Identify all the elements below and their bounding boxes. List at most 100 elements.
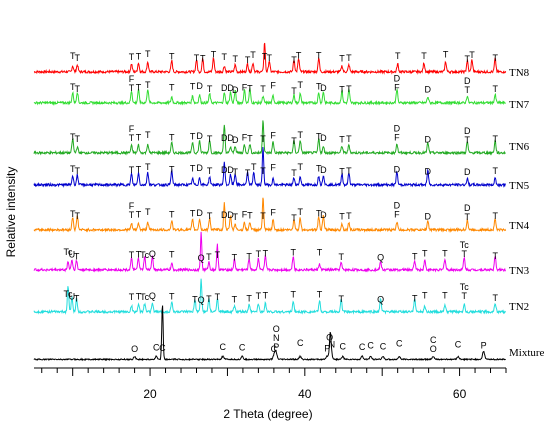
peak-mark: T (260, 84, 266, 94)
peak-mark: T (136, 52, 142, 62)
peak-mark: D (425, 135, 432, 145)
peak-mark-group: T T T T T T T T T T T T T T T T T T T T T T T T T TT T TFT T T T D T D DD F… (64, 49, 499, 354)
peak-mark: P (324, 344, 330, 354)
peak-mark: T (297, 130, 303, 140)
peak-mark: T (469, 50, 475, 60)
peak-mark: D (394, 201, 401, 211)
peak-mark: T (169, 209, 175, 219)
peak-mark: T (136, 133, 142, 143)
x-tick-label: 60 (453, 387, 467, 401)
peak-mark: T (215, 250, 221, 260)
peak-mark: D (221, 133, 228, 143)
peak-mark: Tc (64, 289, 74, 299)
peak-mark: O (430, 344, 437, 354)
peak-mark: F (129, 124, 135, 134)
trace-tn7 (33, 87, 507, 106)
peak-mark: Tc (64, 247, 74, 257)
peak-mark: T (442, 290, 448, 300)
peak-mark: T (70, 51, 76, 61)
peak-mark: T (206, 252, 212, 262)
peak-mark: T (145, 130, 151, 140)
peak-mark: O (273, 324, 280, 334)
peak-mark: D (221, 165, 228, 175)
peak-mark: T (250, 50, 256, 60)
x-axis-label: 2 Theta (degree) (223, 407, 312, 421)
peak-mark: T (247, 211, 253, 221)
peak-mark: F (129, 74, 135, 84)
peak-mark: D (196, 163, 203, 173)
peak-mark: T (291, 168, 297, 178)
peak-mark: T (245, 55, 251, 65)
peak-mark: T (492, 53, 498, 63)
peak-mark: T (74, 252, 80, 262)
peak-mark: D (227, 165, 234, 175)
peak-mark: T (247, 84, 253, 94)
peak-mark: T (75, 166, 81, 176)
series-label-tn6: TN6 (509, 141, 530, 153)
peak-mark: F (394, 83, 400, 93)
peak-mark: D (227, 83, 234, 93)
peak-mark: T (492, 84, 498, 94)
peak-mark: T (317, 290, 323, 300)
peak-mark: Tc (460, 282, 470, 292)
peak-mark: T (256, 249, 262, 259)
peak-mark: T (291, 136, 297, 146)
peak-mark: Q (377, 252, 384, 262)
peak-mark: F (270, 208, 276, 218)
peak-mark: T (251, 162, 257, 172)
peak-mark: T (316, 50, 322, 60)
peak-mark: T (232, 253, 238, 263)
peak-mark: D (221, 210, 228, 220)
peak-mark: T (412, 252, 418, 262)
peak-mark: T (465, 135, 471, 145)
series-label-group: TN8 TN7 TN6 TN5 TN4 TN3 TN2 Mixture (509, 67, 545, 359)
peak-mark: T (338, 252, 344, 262)
peak-mark: F (394, 133, 400, 143)
peak-mark: T (136, 210, 142, 220)
series-label-mixture: Mixture (509, 347, 545, 359)
peak-mark: F (129, 201, 135, 211)
peak-mark: T (492, 251, 498, 261)
peak-mark: O (326, 333, 333, 343)
y-axis-label: Relative intensity (4, 167, 18, 258)
peak-mark: T (291, 55, 297, 65)
peak-mark: T (136, 83, 142, 93)
series-label-tn7: TN7 (509, 99, 530, 111)
peak-mark: T (317, 248, 323, 258)
peak-mark: Tc (140, 250, 150, 260)
series-label-tn8: TN8 (509, 67, 530, 79)
peak-mark: T (291, 86, 297, 96)
peak-mark: F (270, 163, 276, 173)
peak-mark: T (297, 80, 303, 90)
peak-mark: T (207, 84, 213, 94)
peak-mark: T (338, 294, 344, 304)
peak-mark: T (190, 209, 196, 219)
peak-mark: T (339, 53, 345, 63)
trace-tn2 (33, 278, 506, 315)
peak-mark: D (320, 210, 327, 220)
peak-mark: D (425, 212, 432, 222)
peak-mark: T (492, 134, 498, 144)
peak-mark: T (395, 51, 401, 61)
peak-mark: F (270, 81, 276, 91)
peak-mark: Q (377, 294, 384, 304)
peak-mark: C (339, 342, 346, 352)
peak-mark: D (232, 85, 239, 95)
trace-tn6 (33, 120, 506, 156)
peak-mark: U (69, 292, 76, 302)
peak-mark: T (316, 163, 322, 173)
peak-mark: T (465, 85, 471, 95)
peak-mark: T (169, 51, 175, 61)
peak-mark: T (256, 291, 262, 301)
peak-mark: T (215, 292, 221, 302)
peak-mark: D (320, 133, 327, 143)
peak-mark: T (263, 291, 269, 301)
series-label-tn5: TN5 (509, 180, 530, 192)
peak-mark: T (232, 295, 238, 305)
peak-mark: C (153, 342, 160, 352)
trace-tn4 (33, 197, 507, 233)
peak-mark: T (263, 249, 269, 259)
peak-mark: D (196, 81, 203, 91)
peak-mark: T (190, 132, 196, 142)
